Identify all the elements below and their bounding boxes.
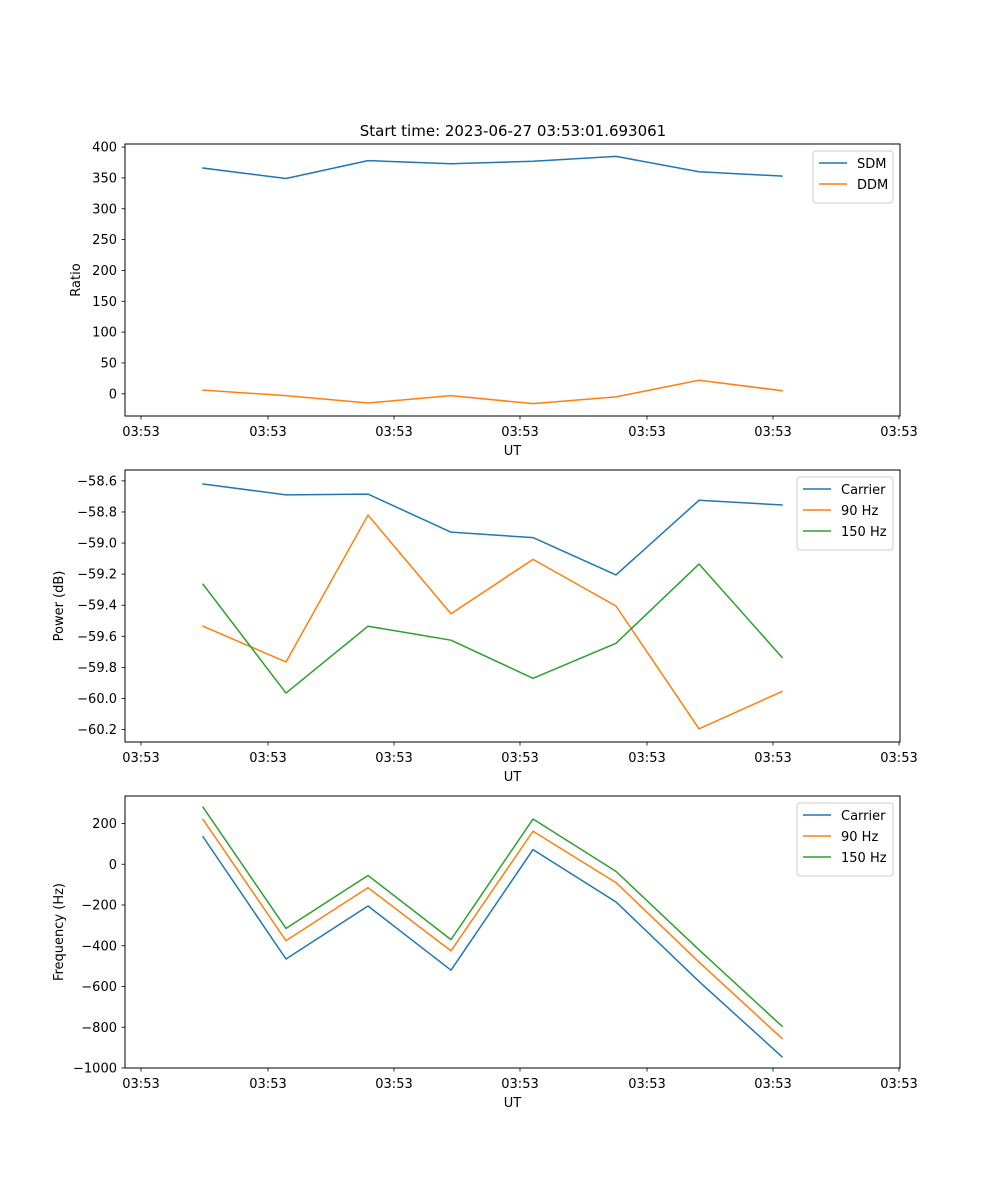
x-tick-label: 03:53: [880, 1077, 917, 1092]
legend-label: 90 Hz: [841, 504, 878, 519]
y-tick-label: −60.0: [77, 692, 117, 707]
x-tick-label: 03:53: [501, 1077, 538, 1092]
legend: Carrier 90 Hz 150 Hz: [796, 802, 894, 877]
x-axis-label: UT: [504, 444, 522, 459]
x-tick-label: 03:53: [122, 751, 159, 766]
series-line-carrier: [202, 483, 783, 576]
y-tick-label: −600: [81, 980, 117, 995]
legend-label: Carrier: [841, 809, 886, 824]
y-tick-label: −59.6: [77, 630, 117, 645]
x-tick-label: 03:53: [880, 425, 917, 440]
y-tick-label: 350: [92, 171, 117, 186]
x-tick-label: 03:53: [628, 425, 665, 440]
x-tick-label: 03:53: [249, 751, 286, 766]
legend-label: Carrier: [841, 483, 886, 498]
y-tick-label: −58.6: [77, 474, 117, 489]
y-tick-label: −400: [81, 939, 117, 954]
x-tick-label: 03:53: [375, 1077, 412, 1092]
legend-label: 150 Hz: [841, 851, 887, 866]
x-tick-label: 03:53: [122, 425, 159, 440]
chart-panel-2: −60.2 −60.0 −59.8 −59.6 −59.4 −59.2 −59.0 −58.8…: [52, 469, 918, 785]
y-axis-label: Frequency (Hz): [52, 883, 67, 981]
axes-frame: [124, 795, 901, 1069]
y-tick-label: 400: [92, 141, 117, 156]
series-line-150-hz: [201, 806, 784, 1028]
x-tick-label: 03:53: [249, 1077, 286, 1092]
y-tick-label: −59.2: [77, 568, 117, 583]
y-tick-label: 200: [92, 264, 117, 279]
chart-panel-3: −1000 −800 −600 −400 −200 0 200 03:53 03:53 03:53…: [52, 795, 918, 1111]
x-tick-label: 03:53: [628, 1077, 665, 1092]
y-tick-label: −60.2: [77, 723, 117, 738]
y-tick-label: 150: [92, 295, 117, 310]
y-tick-label: 100: [92, 326, 117, 341]
y-tick-label: −59.8: [77, 661, 117, 676]
legend-box: [812, 150, 894, 204]
series-line-90-hz: [202, 514, 783, 730]
x-tick-label: 03:53: [880, 751, 917, 766]
x-tick-label: 03:53: [754, 425, 791, 440]
legend: SDM DDM: [812, 150, 894, 204]
x-tick-label: 03:53: [122, 1077, 159, 1092]
series-line-ddm: [202, 379, 783, 405]
axes-frame: [124, 469, 901, 743]
legend-label: SDM: [857, 157, 886, 172]
y-tick-label: −1000: [73, 1062, 117, 1077]
series-line-90-hz: [201, 818, 784, 1040]
y-tick-label: 0: [109, 858, 117, 873]
x-tick-label: 03:53: [754, 751, 791, 766]
y-tick-label: −59.4: [77, 599, 117, 614]
y-tick-label: 0: [109, 387, 117, 402]
legend-label: 90 Hz: [841, 830, 878, 845]
figure-title: Start time: 2023-06-27 03:53:01.693061: [360, 122, 666, 140]
x-tick-label: 03:53: [501, 425, 538, 440]
y-tick-label: −800: [81, 1021, 117, 1036]
legend-label: DDM: [857, 178, 888, 193]
x-axis-label: UT: [504, 1096, 522, 1111]
x-tick-label: 03:53: [249, 425, 286, 440]
axes-frame: [124, 143, 901, 417]
x-axis-label: UT: [504, 770, 522, 785]
series-line-carrier: [201, 835, 784, 1058]
y-axis-label: Ratio: [69, 263, 84, 296]
legend: Carrier 90 Hz 150 Hz: [796, 476, 894, 551]
y-tick-label: −59.0: [77, 537, 117, 552]
legend-label: 150 Hz: [841, 525, 887, 540]
y-tick-label: 250: [92, 233, 117, 248]
y-tick-label: 200: [92, 817, 117, 832]
y-axis-label: Power (dB): [52, 571, 67, 642]
y-tick-label: −58.8: [77, 505, 117, 520]
x-tick-label: 03:53: [501, 751, 538, 766]
x-tick-label: 03:53: [375, 751, 412, 766]
chart-panel-1: 0 50 100 150 200 250 300 350 400 03:53 03:53 03:53 0…: [69, 141, 918, 459]
series-line-150-hz: [201, 563, 784, 694]
y-tick-label: 300: [92, 202, 117, 217]
series-line-sdm: [202, 155, 783, 180]
y-tick-label: 50: [100, 356, 117, 371]
x-tick-label: 03:53: [375, 425, 412, 440]
x-tick-label: 03:53: [628, 751, 665, 766]
x-tick-label: 03:53: [754, 1077, 791, 1092]
y-tick-label: −200: [81, 899, 117, 914]
